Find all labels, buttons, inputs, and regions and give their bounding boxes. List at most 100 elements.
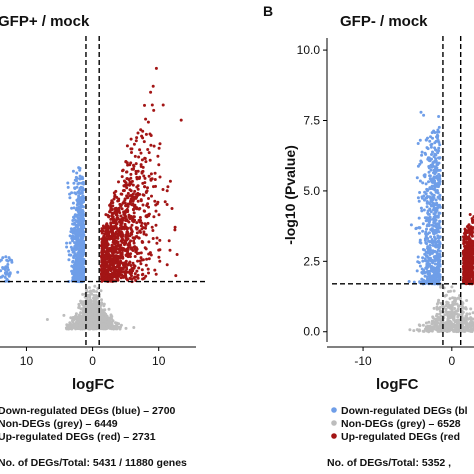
point	[92, 288, 95, 292]
point	[150, 194, 153, 198]
point	[435, 314, 438, 318]
point	[71, 276, 75, 280]
point	[71, 326, 75, 330]
point	[101, 224, 105, 228]
point	[407, 280, 411, 283]
point	[421, 271, 425, 275]
point	[126, 191, 130, 195]
point	[420, 209, 424, 213]
point	[129, 264, 133, 267]
point	[439, 301, 443, 305]
point	[461, 322, 464, 326]
point	[469, 307, 473, 311]
point	[71, 260, 75, 264]
point	[103, 323, 106, 327]
point	[421, 248, 425, 251]
point	[126, 196, 130, 200]
point	[468, 275, 471, 279]
point	[133, 154, 137, 158]
point	[110, 326, 114, 330]
point	[455, 321, 459, 324]
point	[435, 250, 439, 254]
point	[134, 162, 138, 166]
point	[1, 256, 5, 260]
point	[135, 247, 139, 251]
point	[467, 235, 471, 239]
point	[109, 279, 113, 283]
point	[0, 269, 3, 273]
point	[436, 254, 440, 257]
point	[170, 207, 174, 210]
point	[70, 248, 74, 252]
point	[471, 327, 474, 331]
point	[107, 307, 111, 311]
point	[65, 241, 69, 245]
point	[433, 239, 437, 243]
point	[105, 246, 109, 250]
point	[149, 253, 153, 257]
point	[165, 263, 169, 267]
point	[436, 185, 440, 189]
point	[3, 271, 7, 275]
point	[114, 225, 118, 229]
point	[417, 199, 421, 203]
point	[119, 243, 123, 247]
point	[126, 278, 130, 282]
point	[140, 227, 144, 231]
point	[141, 203, 145, 207]
point	[421, 278, 425, 282]
point	[464, 235, 468, 239]
point	[434, 222, 438, 226]
point	[114, 267, 118, 271]
point	[136, 276, 140, 280]
point	[464, 316, 468, 320]
point	[120, 231, 124, 235]
point	[70, 269, 74, 273]
point	[444, 321, 448, 325]
point	[433, 188, 437, 192]
point	[89, 299, 93, 303]
point	[464, 253, 468, 257]
point	[123, 241, 127, 245]
point	[80, 314, 83, 318]
point	[420, 267, 424, 271]
point	[82, 234, 85, 238]
point	[427, 180, 430, 184]
point	[432, 250, 436, 254]
point	[428, 139, 432, 143]
point	[438, 219, 442, 223]
point	[132, 211, 136, 215]
point	[470, 234, 474, 238]
point	[100, 327, 104, 331]
point	[92, 293, 96, 297]
point	[138, 192, 142, 196]
point	[451, 303, 455, 307]
point	[71, 201, 75, 205]
point	[462, 280, 466, 284]
point	[104, 256, 108, 260]
point	[128, 202, 132, 206]
point	[93, 284, 97, 288]
point	[125, 144, 129, 148]
point	[75, 323, 79, 327]
point	[148, 251, 152, 255]
point	[81, 275, 85, 279]
point	[118, 247, 122, 251]
point	[455, 309, 458, 313]
point	[158, 175, 162, 179]
point	[147, 214, 151, 218]
point	[72, 318, 76, 322]
point	[109, 235, 113, 238]
point	[418, 324, 422, 328]
point	[80, 239, 84, 243]
point	[81, 292, 85, 296]
point	[150, 177, 154, 181]
point	[152, 215, 156, 219]
point	[416, 196, 420, 200]
point	[102, 262, 106, 266]
point	[433, 152, 437, 156]
point	[96, 327, 100, 330]
point	[429, 145, 433, 149]
point	[145, 257, 149, 261]
point	[144, 233, 148, 237]
